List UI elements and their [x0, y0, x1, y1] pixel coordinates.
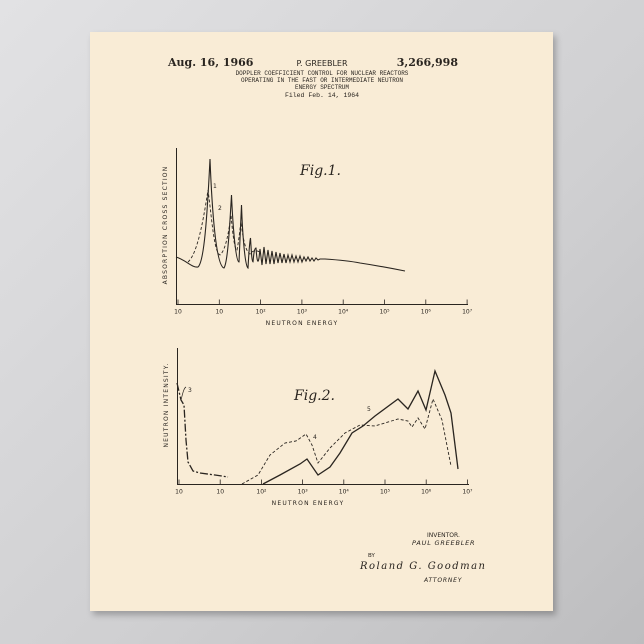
patent-poster-paper	[90, 32, 553, 611]
attorney-label: ATTORNEY	[423, 577, 463, 584]
inventor-name: PAUL GREEBLER	[412, 539, 475, 547]
attorney-signature: Roland G. Goodman	[359, 561, 485, 572]
title-line-3: ENERGY SPECTRUM	[295, 84, 349, 91]
fig2-curve-label-4: 4	[313, 434, 317, 441]
fig2-x-label: NEUTRON ENERGY	[272, 500, 345, 507]
inventor-label: INVENTOR.	[427, 532, 460, 539]
patent-date: Aug. 16, 1966	[167, 56, 254, 69]
fig1-x-label: NEUTRON ENERGY	[266, 320, 339, 327]
fig2-tick-label: 10	[216, 489, 224, 496]
fig1-y-label: ABSORPTION CROSS SECTION	[162, 166, 169, 285]
fig2-curve-3-leader	[180, 386, 187, 401]
fig2-tick-label: 10	[175, 489, 183, 496]
fig1-curve-2-dashed	[187, 189, 261, 263]
fig2-curve-label-5: 5	[367, 406, 371, 413]
fig2-tick-label: 10⁷	[462, 489, 473, 496]
fig2-y-label: NEUTRON INTENSITY.	[163, 362, 170, 447]
fig1-curve-label-2: 2	[218, 205, 222, 212]
fig2-tick-label: 10²	[256, 489, 267, 496]
fig1-curve-1-solid	[175, 158, 406, 272]
fig2-curve-label-3: 3	[188, 387, 192, 394]
fig1-tick-label: 10³	[297, 309, 308, 316]
patent-number: 3,266,998	[397, 56, 459, 69]
fig2-title: Fig.2.	[293, 388, 335, 404]
inventor-short: P. GREEBLER	[296, 59, 348, 68]
fig2-tick-label: 10⁵	[380, 489, 391, 496]
fig2-curve-4-dashed	[241, 397, 452, 485]
fig1-tick-label: 10²	[256, 309, 267, 316]
fig2-curve-3	[176, 382, 229, 478]
filed-date: Filed Feb. 14, 1964	[285, 92, 359, 99]
fig1-tick-label: 10	[174, 309, 182, 316]
fig1-title: Fig.1.	[299, 163, 341, 179]
fig2-tick-label: 10⁴	[339, 489, 350, 496]
fig1-tick-label: 10⁶	[421, 309, 432, 316]
fig2-tick-label: 10⁶	[421, 489, 432, 496]
fig1-tick-label: 10⁷	[462, 309, 473, 316]
figure-2: 10 10 10² 10³ 10⁴ 10⁵ 10⁶ 10⁷ NEUTRON INTENSITY…	[163, 348, 473, 507]
figure-1: 10 10 10² 10³ 10⁴ 10⁵ 10⁶ 10⁷ ABSORPTION CROSS …	[162, 148, 473, 327]
fig1-tick-label: 10	[215, 309, 223, 316]
fig1-tick-label: 10⁵	[379, 309, 390, 316]
fig2-tick-label: 10³	[298, 489, 309, 496]
fig2-curve-5-solid	[262, 368, 459, 485]
by-label: BY	[368, 553, 375, 559]
title-line-2: OPERATING IN THE FAST OR INTERMEDIATE NE…	[241, 77, 403, 84]
fig1-tick-label: 10⁴	[338, 309, 349, 316]
title-line-1: DOPPLER COEFFICIENT CONTROL FOR NUCLEAR …	[236, 70, 409, 77]
fig1-curve-label-1: 1	[213, 183, 217, 190]
